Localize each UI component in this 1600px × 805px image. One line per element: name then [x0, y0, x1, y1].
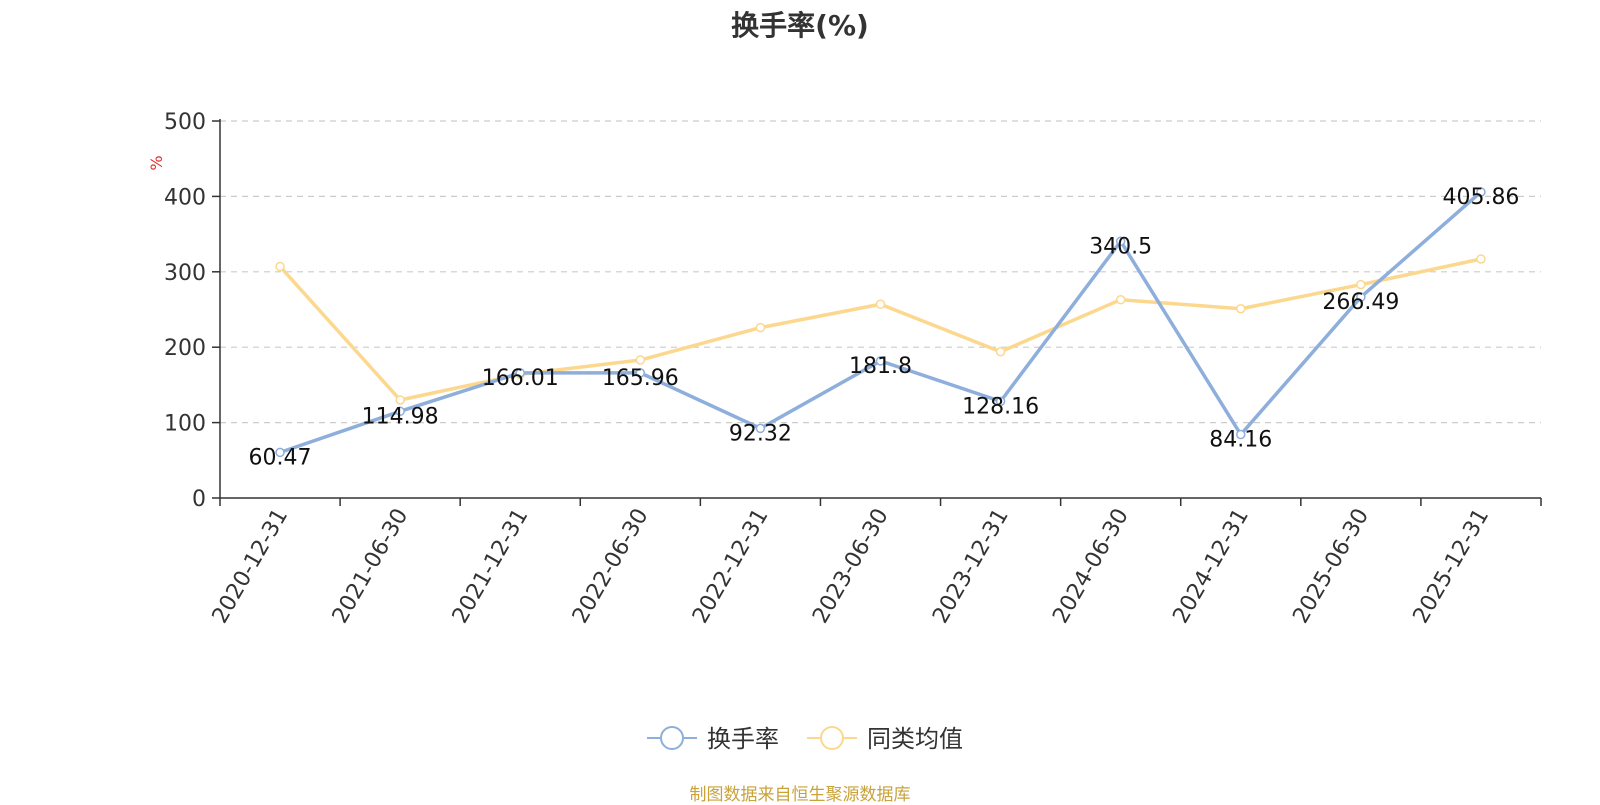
data-source-note: 制图数据来自恒生聚源数据库 — [689, 785, 911, 805]
y-tick-label: 400 — [164, 185, 206, 210]
legend-label: 同类均值 — [867, 725, 963, 753]
data-label: 114.98 — [362, 404, 439, 429]
data-point-0 — [1115, 236, 1126, 247]
data-point-0 — [1476, 187, 1486, 197]
y-tick-label: 500 — [164, 110, 206, 135]
data-label: 92.32 — [729, 421, 792, 446]
x-tick-label: 2022-06-30 — [568, 505, 654, 628]
x-tick-label: 2020-12-31 — [208, 505, 294, 628]
data-point-1 — [635, 355, 646, 365]
data-point-1 — [995, 346, 1006, 357]
data-label: 266.49 — [1322, 290, 1399, 315]
data-point-0 — [275, 447, 285, 458]
y-tick-label: 100 — [164, 412, 206, 437]
data-point-0 — [1236, 429, 1246, 440]
x-tick-label: 2023-12-31 — [928, 505, 1014, 628]
data-point-0 — [635, 368, 646, 378]
x-tick-label: 2022-12-31 — [688, 505, 774, 628]
x-tick-label: 2025-12-31 — [1409, 505, 1495, 628]
y-axis-label: % — [147, 155, 166, 170]
data-point-1 — [1236, 303, 1246, 314]
data-point-0 — [995, 396, 1006, 407]
data-label: 166.01 — [482, 366, 559, 391]
data-point-1 — [755, 322, 766, 333]
x-tick-label: 2023-06-30 — [808, 505, 894, 628]
y-tick-label: 200 — [164, 336, 206, 361]
data-point-1 — [275, 261, 285, 272]
y-tick-label: 300 — [164, 261, 206, 286]
x-tick-label: 2021-06-30 — [328, 505, 414, 628]
data-point-1 — [1115, 294, 1126, 305]
chart-title: 换手率(%) — [731, 9, 869, 42]
data-point-0 — [515, 368, 525, 378]
data-point-0 — [1356, 292, 1366, 302]
data-point-0 — [395, 406, 405, 417]
data-label: 128.16 — [962, 394, 1039, 419]
y-tick-label: 0 — [192, 487, 206, 512]
x-tick-label: 2021-12-31 — [448, 505, 534, 628]
x-tick-label: 2024-06-30 — [1048, 505, 1134, 628]
data-label: 60.47 — [249, 445, 312, 470]
data-label: 84.16 — [1209, 428, 1272, 453]
series-line-0 — [279, 190, 1483, 455]
data-point-1 — [1476, 254, 1486, 264]
data-label: 405.86 — [1442, 185, 1519, 210]
data-point-1 — [395, 395, 405, 405]
legend-marker — [820, 726, 844, 750]
legend-label: 换手率 — [707, 725, 779, 753]
x-tick-label: 2024-12-31 — [1168, 505, 1254, 628]
data-label: 165.96 — [602, 366, 679, 391]
data-label: 181.8 — [849, 354, 912, 379]
data-point-1 — [875, 299, 886, 309]
legend-marker — [660, 726, 684, 750]
data-point-1 — [1356, 279, 1366, 290]
data-point-0 — [875, 356, 886, 366]
data-label: 340.5 — [1089, 234, 1152, 259]
data-point-0 — [755, 423, 766, 434]
x-tick-label: 2025-06-30 — [1288, 505, 1374, 628]
